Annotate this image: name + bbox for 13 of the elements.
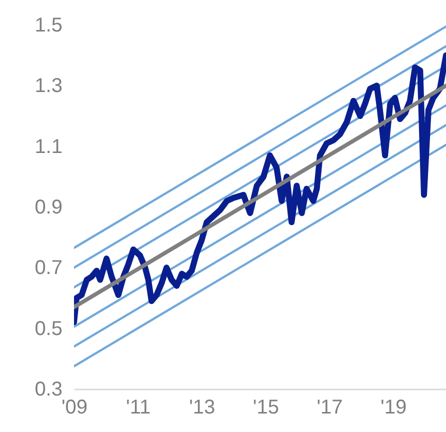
x-tick-label: '09 (61, 396, 88, 418)
y-tick-label: 0.9 (34, 196, 62, 218)
y-tick-label: 0.5 (34, 318, 62, 340)
x-tick-label: '15 (252, 396, 279, 418)
x-tick-label: '17 (316, 396, 343, 418)
y-tick-label: 1.5 (34, 14, 62, 36)
y-tick-label: 1.1 (34, 136, 62, 158)
y-tick-label: 0.7 (34, 257, 62, 280)
x-tick-label: '19 (380, 396, 407, 418)
x-tick-label: '13 (189, 396, 216, 418)
y-tick-label: 0.3 (34, 378, 62, 400)
x-tick-label: '11 (126, 396, 151, 418)
y-tick-label: 1.3 (34, 75, 62, 98)
